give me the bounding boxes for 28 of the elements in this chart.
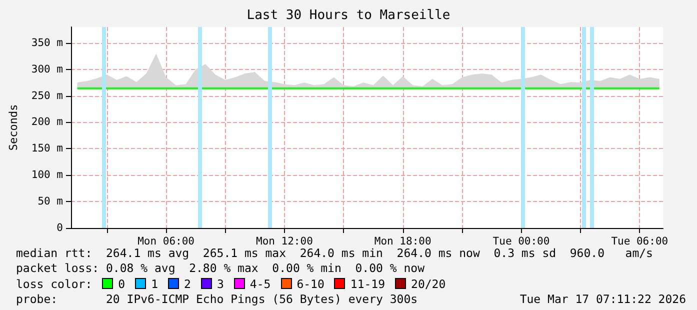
- y-tick-label: 300 m: [31, 63, 63, 76]
- text: 3: [216, 276, 224, 291]
- text: median rtt: 264.1 ms avg 265.1 ms max 264.0 ms min 264.0 ms now 0.3 ms sd 960.0 am/s: [16, 246, 653, 262]
- chart-title: Last 30 Hours to Marseille: [246, 8, 450, 23]
- x-tick-label: Tue 00:00: [492, 236, 550, 248]
- text: Tue Mar 17 07:11:22 2026: [520, 292, 686, 308]
- y-tick-label: 200 m: [31, 116, 63, 128]
- text: 20/20: [411, 276, 446, 291]
- text: 4-5: [250, 276, 271, 291]
- x-tick-label: Mon 06:00: [138, 236, 194, 248]
- y-tick-label: 350 m: [31, 36, 63, 49]
- y-axis-title: Seconds: [7, 104, 20, 151]
- text: 2: [184, 276, 191, 291]
- text: 6-10: [296, 276, 324, 291]
- y-tick-label: 250 m: [31, 90, 63, 102]
- text: 1: [151, 276, 158, 291]
- text: packet loss: 0.08 % avg 2.80 % max 0.00 % min 0.00 % now: [16, 261, 424, 277]
- x-tick-label: Tue 06:00: [611, 236, 668, 248]
- text: loss color:: [16, 276, 92, 291]
- text: probe: 20 IPv6-ICMP Echo Pings (56 Bytes) every 300s: [16, 292, 418, 308]
- x-tick-label: Mon 12:00: [256, 236, 313, 248]
- text: 0: [118, 276, 126, 291]
- y-tick-label: 100 m: [31, 169, 63, 182]
- text: 11-19: [350, 276, 386, 291]
- y-tick-label: 50 m: [38, 196, 63, 208]
- x-tick-label: Mon 18:00: [374, 236, 432, 248]
- y-tick-label: 0: [56, 222, 63, 234]
- y-tick-label: 150 m: [31, 142, 63, 155]
